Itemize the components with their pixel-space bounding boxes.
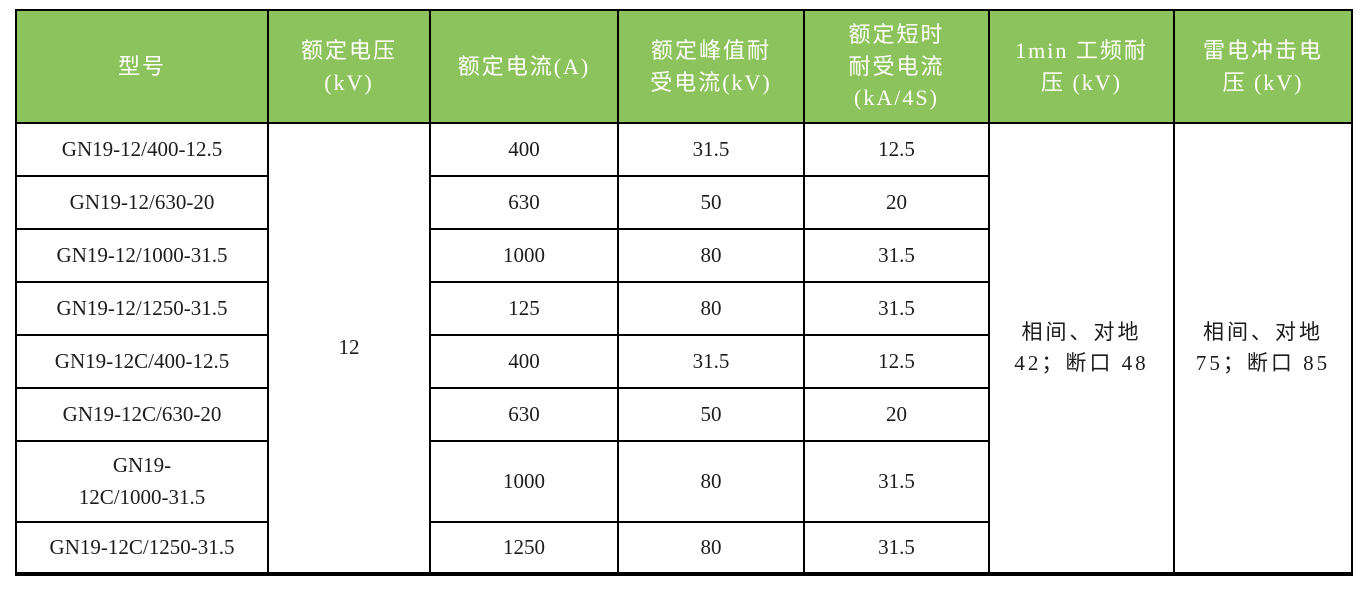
header-peak-withstand: 额定峰值耐 受电流(kV) <box>617 9 805 124</box>
cell-model: GN19-12C/400-12.5 <box>15 334 269 389</box>
cell-short-time-withstand: 31.5 <box>803 228 990 283</box>
cell-peak-withstand: 80 <box>617 228 805 283</box>
cell-rated-current: 125 <box>429 281 619 336</box>
cell-rated-current: 1000 <box>429 228 619 283</box>
cell-rated-current: 400 <box>429 122 619 177</box>
cell-model: GN19-12/1250-31.5 <box>15 281 269 336</box>
table-row: GN19-12/400-12.5 12 400 31.5 12.5 相间、对地 … <box>15 122 1353 575</box>
cell-peak-withstand: 80 <box>617 440 805 523</box>
table-row: GN19-12/1000-31.5 1000 80 31.5 <box>15 228 1352 283</box>
cell-rated-current: 400 <box>429 334 619 389</box>
cell-rated-current: 1250 <box>429 521 619 575</box>
cell-model: GN19-12C/630-20 <box>15 387 269 442</box>
cell-short-time-withstand: 31.5 <box>803 521 990 575</box>
cell-short-time-withstand: 12.5 <box>803 122 990 177</box>
cell-lightning-impulse-merged: 相间、对地 75；断口 85 <box>1173 122 1353 575</box>
cell-rated-current: 1000 <box>429 440 619 523</box>
cell-peak-withstand: 50 <box>617 175 805 230</box>
cell-peak-withstand: 50 <box>617 387 805 442</box>
table-header-row: 型号 额定电压 (kV) 额定电流(A) 额定峰值耐 受电流(kV) 额定短时 … <box>15 9 1353 124</box>
cell-short-time-withstand: 20 <box>803 175 990 230</box>
header-rated-current: 额定电流(A) <box>429 9 619 124</box>
header-short-time-withstand: 额定短时 耐受电流 (kA/4S) <box>803 9 990 124</box>
header-lightning-impulse: 雷电冲击电 压 (kV) <box>1173 9 1353 124</box>
cell-peak-withstand: 80 <box>617 281 805 336</box>
table-row: GN19-12/1250-31.5 125 80 31.5 <box>15 281 1352 336</box>
cell-peak-withstand: 31.5 <box>617 334 805 389</box>
cell-short-time-withstand: 31.5 <box>803 281 990 336</box>
cell-short-time-withstand: 12.5 <box>803 334 990 389</box>
table-row: GN19-12C/1250-31.5 1250 80 31.5 <box>15 521 1352 575</box>
cell-peak-withstand: 31.5 <box>617 122 805 177</box>
header-rated-voltage: 额定电压 (kV) <box>267 9 431 124</box>
cell-peak-withstand: 80 <box>617 521 805 575</box>
cell-model: GN19- 12C/1000-31.5 <box>15 440 269 523</box>
cell-model: GN19-12C/1250-31.5 <box>15 521 269 575</box>
table-row: GN19-12C/630-20 630 50 20 <box>15 387 1352 442</box>
spec-table: 型号 额定电压 (kV) 额定电流(A) 额定峰值耐 受电流(kV) 额定短时 … <box>15 9 1353 576</box>
cell-model: GN19-12/630-20 <box>15 175 269 230</box>
cell-model: GN19-12/400-12.5 <box>15 122 269 177</box>
cell-rated-current: 630 <box>429 387 619 442</box>
cell-short-time-withstand: 20 <box>803 387 990 442</box>
header-power-freq-withstand: 1min 工频耐 压 (kV) <box>988 9 1175 124</box>
cell-power-freq-withstand-merged: 相间、对地 42；断口 48 <box>988 122 1175 575</box>
table-row: GN19- 12C/1000-31.5 1000 80 31.5 <box>15 440 1352 523</box>
cell-model: GN19-12/1000-31.5 <box>15 228 269 283</box>
header-model: 型号 <box>15 9 269 124</box>
cell-rated-voltage-merged: 12 <box>267 122 431 575</box>
cell-rated-current: 630 <box>429 175 619 230</box>
cell-short-time-withstand: 31.5 <box>803 440 990 523</box>
table-row: GN19-12/630-20 630 50 20 <box>15 175 1352 230</box>
table-row: GN19-12C/400-12.5 400 31.5 12.5 <box>15 334 1352 389</box>
